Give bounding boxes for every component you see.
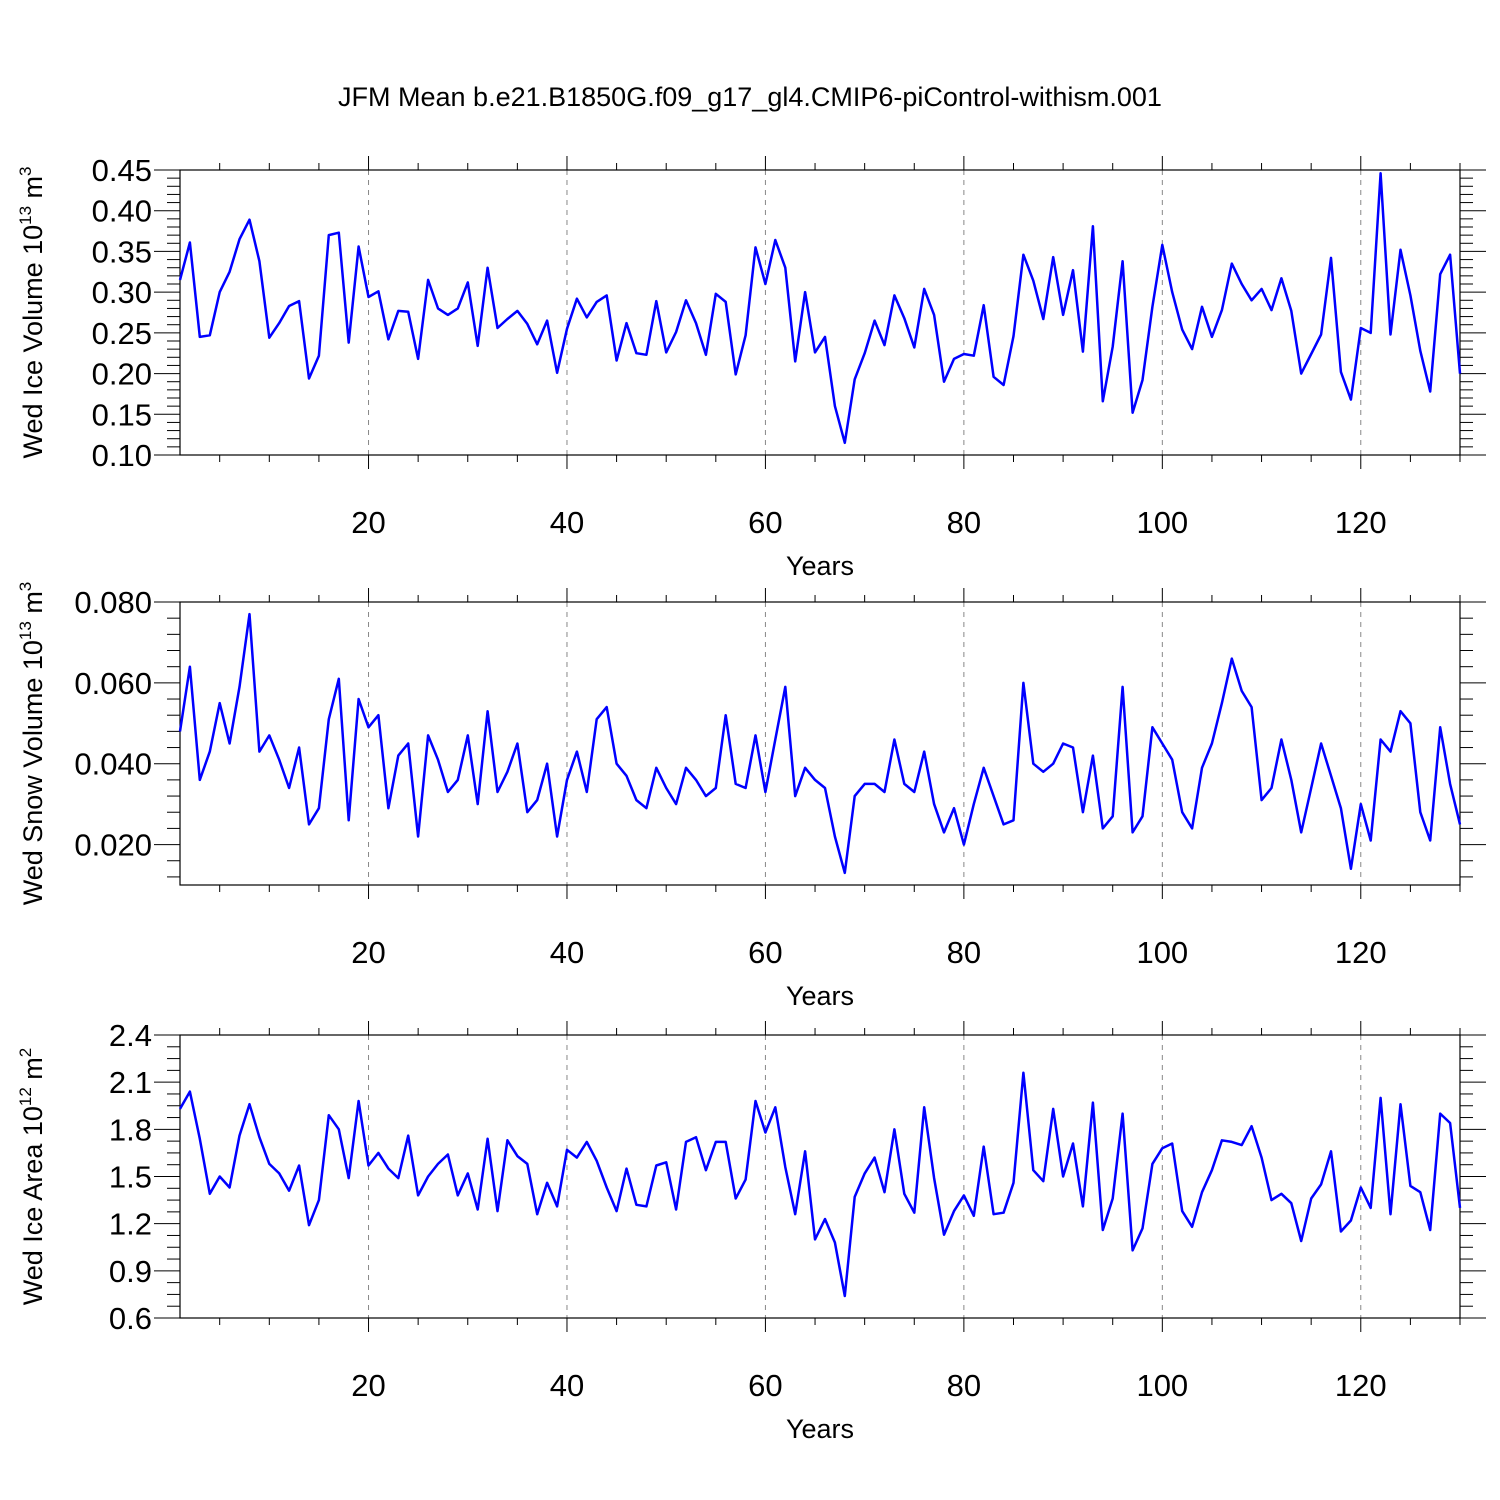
x-tick-label: 100 [1136, 935, 1188, 970]
x-tick-label: 20 [351, 1368, 385, 1403]
series-line [178, 172, 1462, 445]
x-tick-label: 100 [1136, 505, 1188, 540]
panels: 0.10 0.15 0.20 0.25 0.30 0.35 0.40 0.45 20 40 60 80… [16, 153, 1486, 1444]
x-tick-label: 20 [351, 935, 385, 970]
x-tick-label: 40 [550, 935, 584, 970]
plot-frame [179, 601, 1461, 886]
x-axis-label: Years [786, 551, 854, 581]
y-tick-label: 0.040 [74, 747, 152, 782]
y-tick-label: 0.080 [74, 585, 152, 620]
series-line [178, 1071, 1462, 1298]
x-tick-label: 60 [748, 935, 782, 970]
x-tick-label: 120 [1335, 935, 1387, 970]
y-axis-label-exponent: 12 [16, 1087, 35, 1106]
y-tick-label: 0.9 [109, 1254, 152, 1289]
y-axis-label-part: m [18, 1057, 48, 1087]
y-axis-label-exponent: 13 [16, 206, 35, 225]
x-tick-label: 60 [748, 505, 782, 540]
plot-frame [179, 1034, 1461, 1319]
panel-2: 0.020 0.040 0.060 0.080 20 40 60 80 100 120 Years W… [16, 582, 1486, 1011]
y-axis-label-exponent: 3 [16, 166, 35, 175]
chart-title: JFM Mean b.e21.B1850G.f09_g17_gl4.CMIP6-… [338, 82, 1162, 112]
x-tick-label: 40 [550, 1368, 584, 1403]
x-tick-label: 80 [947, 935, 981, 970]
y-tick-label: 0.6 [109, 1301, 152, 1336]
y-axis-label-part: Wed Ice Volume 10 [18, 225, 48, 459]
x-tick-label: 60 [748, 1368, 782, 1403]
y-tick-label: 2.1 [109, 1065, 152, 1100]
y-tick-label: 0.20 [92, 357, 152, 392]
y-tick-label: 0.30 [92, 275, 152, 310]
x-tick-label: 80 [947, 1368, 981, 1403]
panel-1: 0.10 0.15 0.20 0.25 0.30 0.35 0.40 0.45 20 40 60 80… [16, 153, 1486, 581]
y-tick-label: 0.15 [92, 397, 152, 432]
y-tick-label: 2.4 [109, 1018, 152, 1053]
y-tick-label: 0.25 [92, 316, 152, 351]
y-axis-label: Wed Ice Volume 1013 m3 [16, 166, 48, 458]
y-tick-label: 1.8 [109, 1112, 152, 1147]
x-axis-label: Years [786, 1414, 854, 1444]
x-tick-label: 40 [550, 505, 584, 540]
y-axis-label-part: m [18, 591, 48, 621]
y-axis-label: Wed Snow Volume 1013 m3 [16, 582, 48, 906]
y-axis-label-part: Wed Ice Area 10 [18, 1106, 48, 1305]
y-tick-label: 0.40 [92, 194, 152, 229]
y-tick-label: 0.45 [92, 153, 152, 188]
plot-frame [179, 169, 1461, 456]
y-tick-label: 0.060 [74, 666, 152, 701]
x-tick-label: 20 [351, 505, 385, 540]
x-tick-label: 120 [1335, 1368, 1387, 1403]
y-tick-label: 0.020 [74, 828, 152, 863]
y-axis-label: Wed Ice Area 1012 m2 [16, 1048, 48, 1306]
series-line [178, 612, 1462, 875]
x-tick-label: 100 [1136, 1368, 1188, 1403]
y-tick-label: 1.5 [109, 1160, 152, 1195]
y-axis-label-exponent: 3 [16, 582, 35, 591]
x-axis-label: Years [786, 981, 854, 1011]
y-axis-label-part: Wed Snow Volume 10 [18, 640, 48, 905]
x-tick-label: 120 [1335, 505, 1387, 540]
y-axis-label-exponent: 13 [16, 621, 35, 640]
y-axis-label-exponent: 2 [16, 1048, 35, 1057]
y-axis-label-part: m [18, 176, 48, 206]
y-tick-label: 0.35 [92, 234, 152, 269]
x-tick-label: 80 [947, 505, 981, 540]
panel-3: 0.6 0.9 1.2 1.5 1.8 2.1 2.4 20 40 60 80 100 120 Years… [16, 1018, 1486, 1444]
y-tick-label: 0.10 [92, 438, 152, 473]
y-tick-label: 1.2 [109, 1207, 152, 1242]
